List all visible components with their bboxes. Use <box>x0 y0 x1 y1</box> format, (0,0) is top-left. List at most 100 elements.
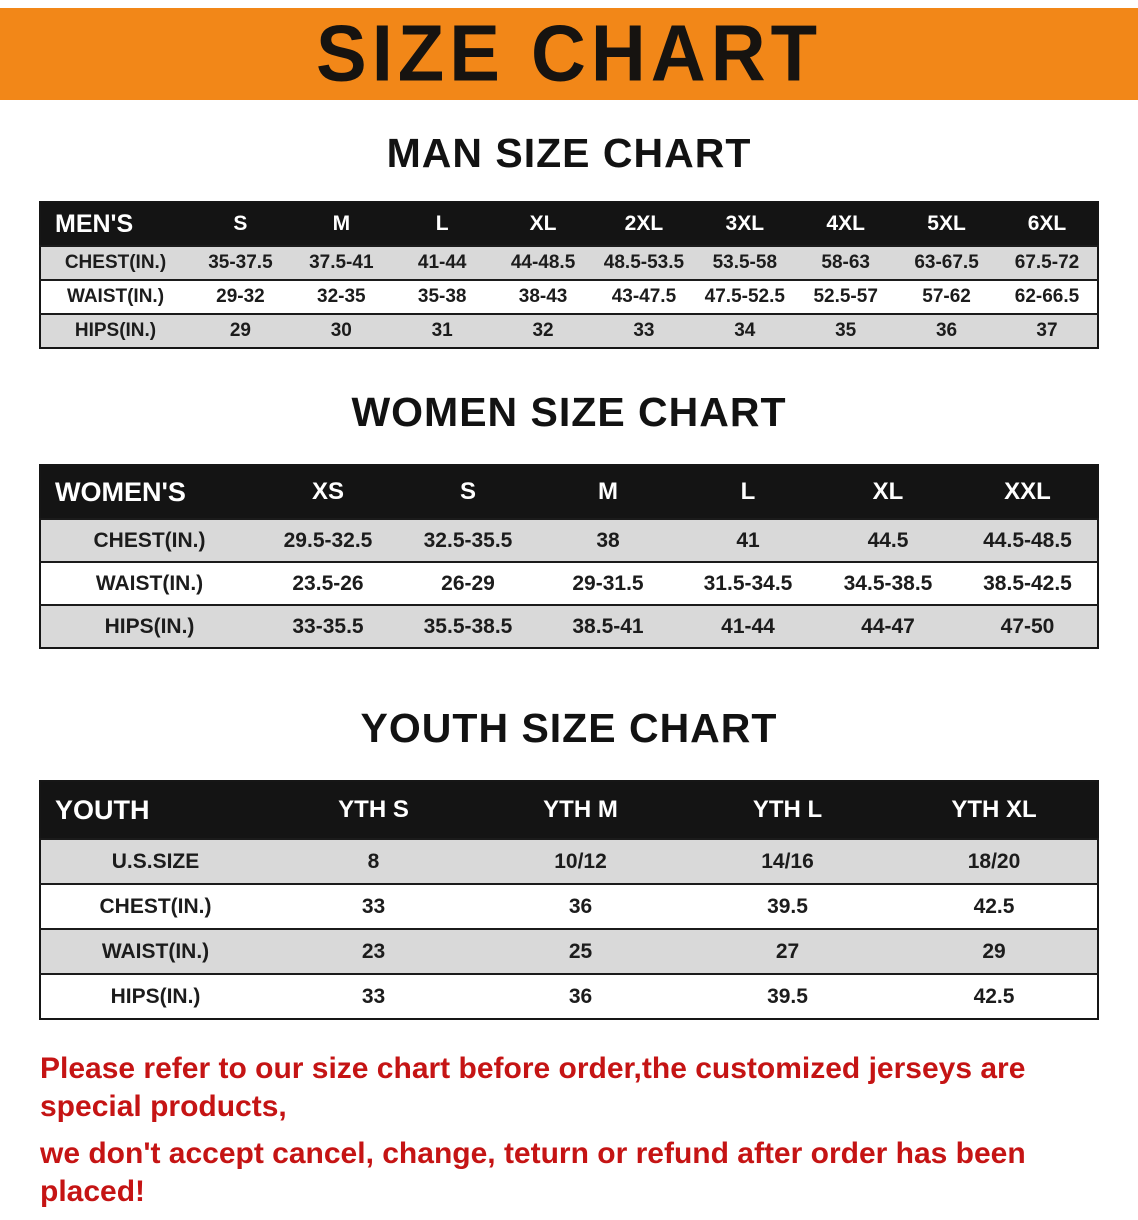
value-cell: 29 <box>229 320 251 341</box>
row-label-cell: CHEST(IN.) <box>64 252 167 273</box>
row-label-cell: WAIST(IN.) <box>95 571 204 595</box>
value-cell: 36 <box>935 320 958 341</box>
men-size-table: MEN'S S M L XL 2XL 3XL 4XL 5XL 6XL CHEST(IN.) 35-37… <box>39 201 1099 349</box>
value-cell: 33-35.5 <box>292 614 364 638</box>
size-header-cell: YTH L <box>684 781 891 839</box>
value-cell: 41-44 <box>417 252 467 273</box>
women-section-heading: WOMEN SIZE CHART <box>351 389 787 435</box>
value-cell: 29 <box>982 939 1006 963</box>
value-cell: 39.5 <box>767 894 808 918</box>
disclaimer-note: Please refer to our size chart before or… <box>40 1050 1110 1210</box>
value-cell: 57-62 <box>922 286 971 307</box>
size-header-cell: 3XL <box>694 202 796 246</box>
value-cell: 29.5-32.5 <box>283 528 373 552</box>
value-cell: 42.5 <box>973 894 1015 918</box>
value-cell: 42.5 <box>973 984 1015 1008</box>
value-cell: 67.5-72 <box>1014 252 1080 273</box>
value-cell: 47-50 <box>1000 614 1055 638</box>
value-cell: 34 <box>734 320 756 341</box>
table-row: HIPS(IN.) 33 36 39.5 42.5 <box>40 974 1098 1019</box>
size-header-cell: XL <box>818 465 958 519</box>
value-cell: 35.5-38.5 <box>423 614 513 638</box>
table-row: HIPS(IN.) 33-35.5 35.5-38.5 38.5-41 41-44 44-… <box>40 605 1098 648</box>
table-header-row: YOUTH YTH S YTH M YTH L YTH XL <box>40 781 1098 839</box>
disclaimer-line-2: we don't accept cancel, change, teturn o… <box>40 1137 1026 1208</box>
value-cell: 63-67.5 <box>914 252 979 273</box>
value-cell: 36 <box>568 984 593 1008</box>
value-cell: 31.5-34.5 <box>703 571 793 595</box>
value-cell: 36 <box>568 894 593 918</box>
value-cell: 26-29 <box>441 571 495 595</box>
value-cell: 37 <box>1036 320 1058 341</box>
value-cell: 62-66.5 <box>1014 286 1080 307</box>
value-cell: 44-48.5 <box>510 252 576 273</box>
women-size-table: WOMEN'S XS S M L XL XXL CHEST(IN.) 29.5-32.5 32.5… <box>39 464 1099 649</box>
value-cell: 27 <box>775 939 800 963</box>
value-cell: 25 <box>568 939 593 963</box>
value-cell: 29-31.5 <box>572 571 644 595</box>
table-title-cell: WOMEN'S <box>40 465 258 519</box>
value-cell: 10/12 <box>554 849 607 873</box>
table-title-cell: MEN'S <box>40 202 190 246</box>
table-row: WAIST(IN.) 23 25 27 29 <box>40 929 1098 974</box>
row-label-cell: HIPS(IN.) <box>74 320 157 341</box>
row-label-cell: CHEST(IN.) <box>99 894 212 918</box>
table-row: WAIST(IN.) 29-32 32-35 35-38 38-43 43-47.5 47.… <box>40 280 1098 314</box>
section-youth: YOUTH SIZE CHART YOUTH YTH S YTH M YTH L YTH… <box>0 705 1138 1020</box>
size-header-cell: 5XL <box>896 202 997 246</box>
size-header-cell: 6XL <box>997 202 1098 246</box>
value-cell: 32 <box>532 320 554 341</box>
value-cell: 44.5-48.5 <box>983 528 1072 552</box>
size-header-cell: 2XL <box>593 202 695 246</box>
size-header-cell: S <box>190 202 291 246</box>
value-cell: 35-38 <box>417 286 467 307</box>
value-cell: 33 <box>361 984 386 1008</box>
row-label-cell: HIPS(IN.) <box>110 984 201 1008</box>
value-cell: 34.5-38.5 <box>843 571 933 595</box>
value-cell: 23.5-26 <box>292 571 364 595</box>
value-cell: 43-47.5 <box>611 286 677 307</box>
size-header-cell: L <box>391 202 493 246</box>
value-cell: 30 <box>330 320 352 341</box>
value-cell: 33 <box>361 894 386 918</box>
value-cell: 47.5-52.5 <box>704 286 785 307</box>
table-row: WAIST(IN.) 23.5-26 26-29 29-31.5 31.5-34.5 34… <box>40 562 1098 605</box>
table-row: U.S.SIZE 8 10/12 14/16 18/20 <box>40 839 1098 884</box>
value-cell: 53.5-58 <box>712 252 778 273</box>
row-label-cell: WAIST(IN.) <box>101 939 210 963</box>
size-header-cell: 4XL <box>795 202 897 246</box>
value-cell: 31 <box>431 320 453 341</box>
size-header-cell: XL <box>492 202 594 246</box>
value-cell: 29-32 <box>216 286 265 307</box>
table-row: CHEST(IN.) 33 36 39.5 42.5 <box>40 884 1098 929</box>
size-header-cell: M <box>290 202 392 246</box>
value-cell: 44.5 <box>867 528 909 552</box>
row-label-cell: HIPS(IN.) <box>104 614 195 638</box>
table-row: CHEST(IN.) 29.5-32.5 32.5-35.5 38 41 44.5 44.5… <box>40 519 1098 562</box>
value-cell: 8 <box>367 849 380 873</box>
value-cell: 38.5-42.5 <box>983 571 1072 595</box>
size-header-cell: M <box>538 465 678 519</box>
size-header-cell: XS <box>258 465 398 519</box>
youth-size-table: YOUTH YTH S YTH M YTH L YTH XL U.S.SIZE 8 10/12… <box>39 780 1099 1020</box>
size-header-cell: YTH M <box>477 781 684 839</box>
value-cell: 37.5-41 <box>309 252 374 273</box>
value-cell: 14/16 <box>761 849 814 873</box>
value-cell: 52.5-57 <box>813 286 878 307</box>
value-cell: 18/20 <box>967 849 1021 873</box>
value-cell: 58-63 <box>821 252 870 273</box>
table-title-cell: YOUTH <box>40 781 270 839</box>
table-row: CHEST(IN.) 35-37.5 37.5-41 41-44 44-48.5 48.5… <box>40 246 1098 280</box>
disclaimer-line-1: Please refer to our size chart before or… <box>40 1052 1026 1123</box>
row-label-cell: CHEST(IN.) <box>93 528 206 552</box>
size-header-cell: YTH XL <box>891 781 1098 839</box>
value-cell: 32-35 <box>317 286 366 307</box>
value-cell: 48.5-53.5 <box>603 252 685 273</box>
section-women: WOMEN SIZE CHART WOMEN'S XS S M L XL XXL CHEST(… <box>0 389 1138 649</box>
size-header-cell: YTH S <box>270 781 477 839</box>
value-cell: 33 <box>633 320 655 341</box>
page-title: SIZE CHART <box>316 8 822 99</box>
section-men: MAN SIZE CHART MEN'S S M L XL 2XL 3XL 4XL 5XL 6XL… <box>0 130 1138 349</box>
value-cell: 44-47 <box>861 614 915 638</box>
